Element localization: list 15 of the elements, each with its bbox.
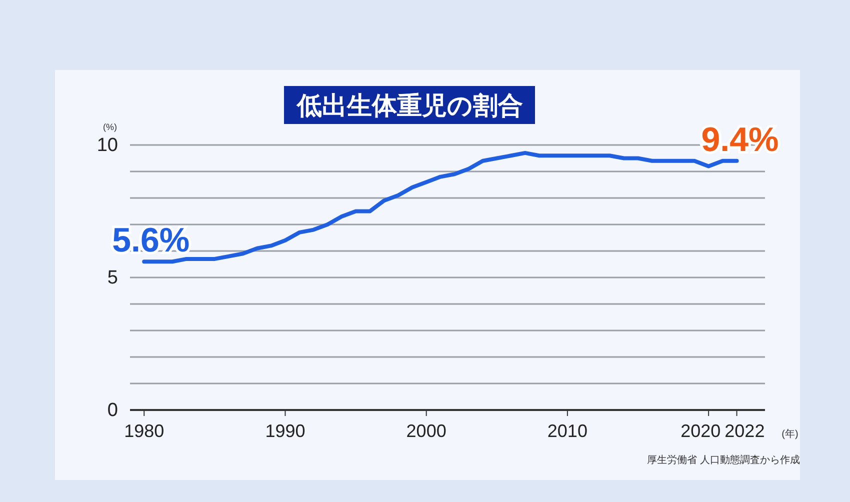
x-tick-label: 2010 xyxy=(547,421,588,441)
x-tick-label: 1980 xyxy=(124,421,164,441)
x-tick-label: 2020 xyxy=(680,421,721,441)
chart-title: 低出生体重児の割合 xyxy=(296,92,523,120)
text: 厚生労働省 人口動態調査から作成 xyxy=(647,454,800,466)
annotation: 5.6% xyxy=(112,222,190,260)
x-tick-label: 1990 xyxy=(265,421,306,441)
y-tick-label: 10 xyxy=(96,135,118,156)
x-tick-label: 2000 xyxy=(406,421,446,441)
y-axis-title: (%) xyxy=(103,122,117,132)
y-tick-label: 5 xyxy=(107,268,118,288)
annotation: 9.4% xyxy=(701,120,779,159)
x-axis-title: (年) xyxy=(782,428,798,440)
y-tick-label: 0 xyxy=(107,400,118,421)
x-tick-label: 2022 xyxy=(724,421,765,441)
